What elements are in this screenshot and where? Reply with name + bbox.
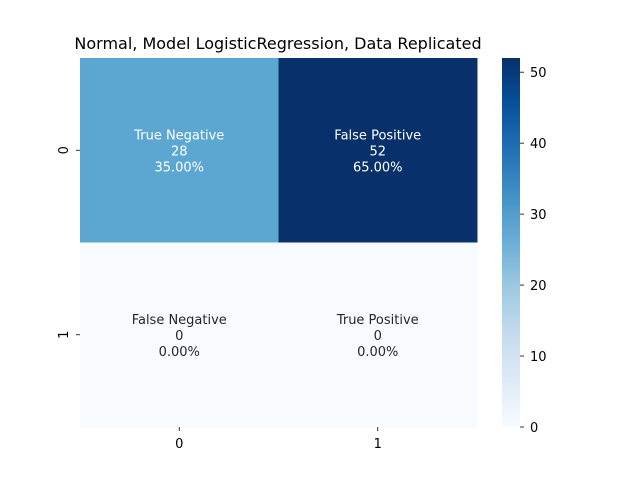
y-axis-ticks: 01 bbox=[57, 146, 80, 339]
colorbar-ticks: 0 10 20 30 40 50 bbox=[520, 66, 547, 436]
cell-label: True Positive bbox=[336, 313, 419, 328]
cell-count: 0 bbox=[374, 329, 382, 344]
cell-label: False Positive bbox=[334, 128, 421, 143]
cell-count: 0 bbox=[175, 329, 183, 344]
cell-percent: 65.00% bbox=[353, 160, 403, 175]
cell-label: False Negative bbox=[132, 313, 227, 328]
colorbar-tick-label: 40 bbox=[530, 137, 547, 152]
heatmap-cell bbox=[278, 242, 478, 428]
colorbar-tick-label: 10 bbox=[530, 350, 547, 365]
x-tick-label: 1 bbox=[374, 437, 382, 452]
heatmap-cells bbox=[80, 58, 478, 428]
cell-label: True Negative bbox=[133, 128, 224, 143]
x-tick-label: 0 bbox=[175, 437, 183, 452]
heatmap-cell bbox=[80, 58, 279, 243]
cell-count: 52 bbox=[369, 144, 386, 159]
y-tick-label: 1 bbox=[57, 331, 72, 339]
colorbar-tick-label: 0 bbox=[530, 421, 538, 436]
chart-title: Normal, Model LogisticRegression, Data R… bbox=[74, 34, 481, 53]
cell-percent: 35.00% bbox=[154, 160, 204, 175]
colorbar-tick-label: 20 bbox=[530, 279, 547, 294]
cell-count: 28 bbox=[171, 144, 188, 159]
cell-percent: 0.00% bbox=[159, 345, 200, 360]
cell-percent: 0.00% bbox=[357, 345, 398, 360]
heatmap-cell bbox=[80, 242, 279, 428]
colorbar-tick-label: 50 bbox=[530, 66, 547, 81]
heatmap-cell bbox=[278, 58, 478, 243]
colorbar-tick-label: 30 bbox=[530, 208, 547, 223]
colorbar bbox=[502, 58, 520, 427]
y-tick-label: 0 bbox=[57, 146, 72, 154]
